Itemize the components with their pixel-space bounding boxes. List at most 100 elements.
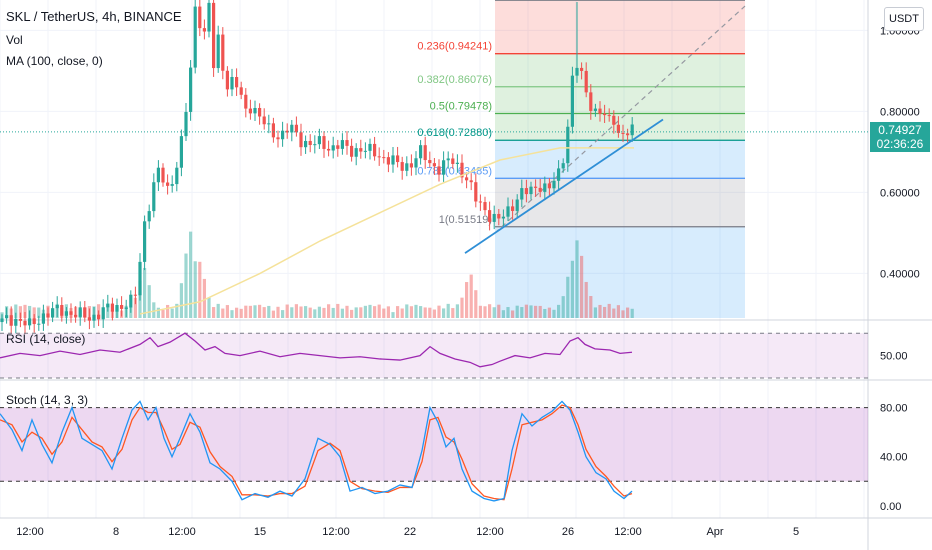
candle-body: [166, 182, 170, 186]
time-axis-label: 12:00: [16, 526, 44, 538]
candle-body: [575, 67, 579, 76]
candle-body: [258, 107, 262, 117]
volume-legend[interactable]: Vol: [6, 33, 23, 47]
candle-body: [110, 303, 114, 312]
bar-countdown: 02:36:26: [876, 136, 924, 151]
candle-body: [156, 167, 160, 183]
fib-zone: [495, 226, 745, 318]
volume-bar: [612, 308, 616, 318]
candle-body: [83, 307, 87, 318]
volume-bar: [442, 308, 446, 318]
candle-body: [419, 145, 423, 159]
volume-bar: [55, 303, 59, 318]
volume-bar: [64, 304, 68, 318]
candle-body: [207, 2, 211, 32]
volume-bar: [474, 290, 478, 318]
volume-bar: [506, 307, 510, 318]
candle-body: [465, 177, 469, 181]
volume-bar: [354, 307, 358, 318]
candle-body: [497, 213, 501, 219]
rsi-legend[interactable]: RSI (14, close): [6, 332, 86, 346]
candle-body: [193, 6, 197, 68]
volume-bar: [524, 304, 528, 318]
fib-level-label: 0.236(0.94241): [417, 41, 492, 53]
candle-body: [460, 162, 464, 178]
candle-body: [147, 211, 151, 222]
volume-bar: [414, 304, 418, 318]
volume-bar: [386, 306, 390, 318]
time-axis-label: 5: [793, 526, 799, 538]
volume-bar: [41, 309, 45, 318]
candle-body: [317, 136, 321, 145]
candle-body: [23, 320, 27, 326]
stoch-axis-label: 40.00: [880, 452, 908, 464]
volume-bar: [14, 304, 18, 318]
volume-bar: [350, 309, 354, 318]
candle-body: [543, 183, 547, 192]
volume-bar: [262, 307, 266, 318]
stoch-axis-label: 0.00: [880, 501, 901, 513]
volume-bar: [570, 260, 574, 318]
candle-body: [520, 188, 524, 200]
volume-bar: [345, 305, 349, 318]
time-axis-label: Apr: [706, 526, 723, 538]
stoch-band: [0, 407, 868, 482]
candle-body: [409, 163, 413, 168]
candle-body: [106, 303, 110, 308]
volume-bar: [92, 306, 96, 318]
volume-bar: [382, 308, 386, 318]
candle-body: [382, 157, 386, 159]
candle-body: [253, 107, 257, 114]
candle-body: [313, 144, 317, 146]
candle-body: [327, 148, 331, 151]
volume-bar: [212, 307, 216, 318]
time-axis-label: 26: [562, 526, 574, 538]
volume-bar: [566, 276, 570, 318]
volume-bar: [327, 304, 331, 318]
candle-body: [423, 145, 427, 161]
candle-body: [281, 130, 285, 140]
fib-level-label: 0.382(0.86076): [417, 74, 492, 86]
trendline: [464, 118, 664, 254]
volume-bar: [271, 310, 275, 318]
candle-body: [446, 158, 450, 161]
symbol-title[interactable]: SKL / TetherUS, 4h, BINANCE: [6, 9, 182, 24]
volume-bar: [547, 307, 551, 318]
volume-bar: [143, 267, 147, 318]
candle-body: [561, 163, 565, 169]
candle-body: [506, 206, 510, 217]
volume-bar: [78, 309, 82, 318]
stoch-legend[interactable]: Stoch (14, 3, 3): [6, 393, 89, 407]
volume-bar: [465, 282, 469, 318]
volume-bar: [46, 305, 50, 318]
candle-body: [488, 210, 492, 222]
candle-body: [271, 123, 275, 138]
candle-body: [570, 75, 574, 127]
volume-bar: [561, 296, 565, 318]
volume-bar: [575, 240, 579, 318]
candle-body: [603, 113, 607, 116]
volume-bar: [589, 296, 593, 318]
volume-bar: [538, 305, 542, 318]
candle-body: [598, 108, 602, 114]
candle-body: [368, 143, 372, 151]
volume-bar: [621, 310, 625, 318]
candle-body: [612, 115, 616, 125]
volume-bar: [405, 304, 409, 318]
volume-bar: [455, 304, 459, 318]
candle-body: [501, 216, 505, 219]
volume-bar: [69, 308, 73, 318]
candle-body: [511, 206, 515, 211]
volume-bar: [221, 308, 225, 318]
candle-body: [336, 145, 340, 149]
candle-body: [87, 317, 91, 321]
volume-bar: [133, 297, 137, 318]
currency-button[interactable]: USDT: [884, 7, 924, 31]
candle-body: [267, 123, 271, 125]
ma-legend[interactable]: MA (100, close, 0): [6, 54, 103, 68]
volume-bar: [253, 305, 257, 318]
volume-bar: [460, 297, 464, 318]
volume-bar: [138, 280, 142, 318]
volume-bar: [18, 306, 22, 318]
